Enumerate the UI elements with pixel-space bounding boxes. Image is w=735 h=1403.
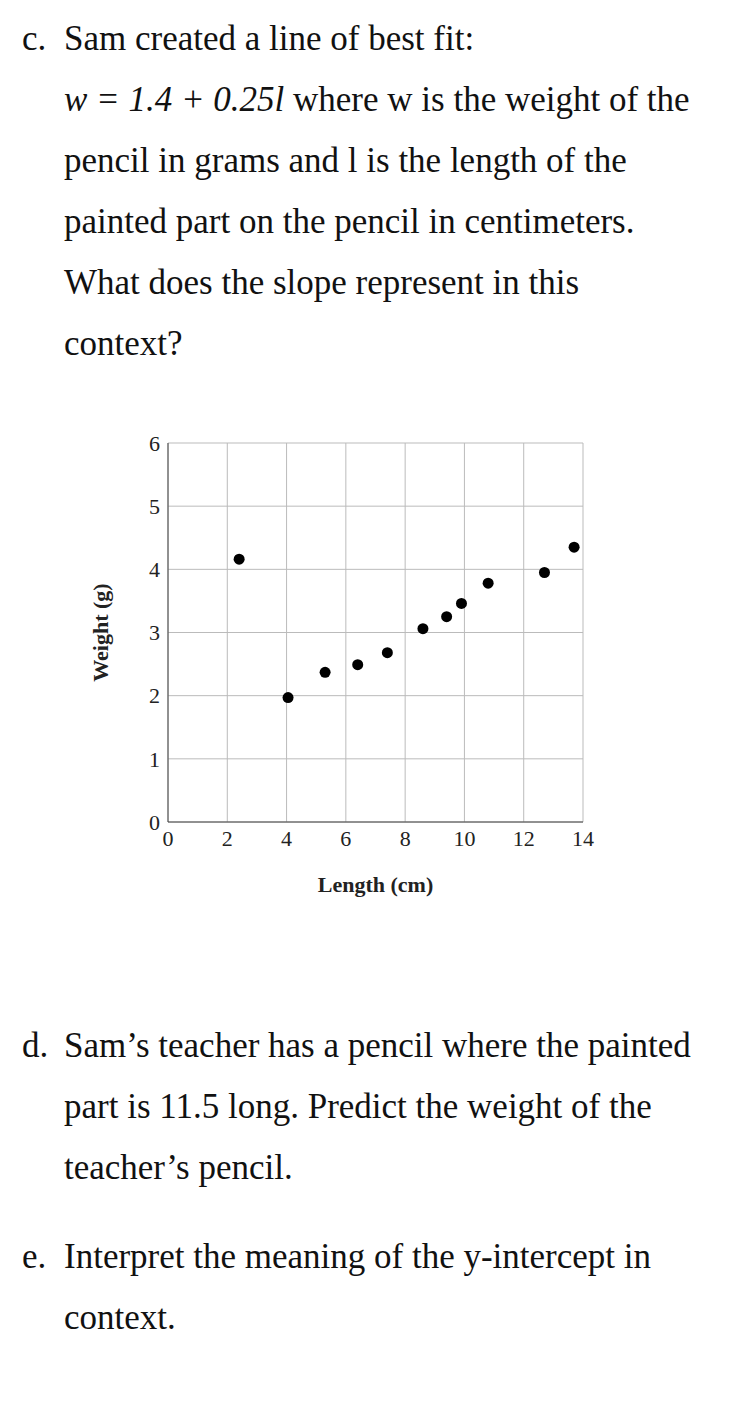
html-text:Sam created a line of best fit: Sam created a line of best fit:: [64, 19, 475, 58]
html-text:w = 1.4 + 0.25l where w is the: w = 1.4 + 0.25l where w is the weight of…: [64, 80, 690, 363]
svg-text:Length (cm): Length (cm): [318, 872, 433, 897]
html-text:d.: d.: [22, 1026, 49, 1065]
svg-text:8: 8: [400, 826, 411, 851]
svg-text:0: 0: [163, 826, 174, 851]
svg-text:2: 2: [222, 826, 233, 851]
svg-text:10: 10: [453, 826, 475, 851]
svg-text:4: 4: [149, 557, 160, 582]
html-text:Interpret the meaning of the y: Interpret the meaning of the y-intercept…: [64, 1237, 651, 1337]
svg-text:Weight (g): Weight (g): [88, 583, 113, 681]
html-text:Sam’s teacher has a pencil whe: Sam’s teacher has a pencil where the pai…: [64, 1026, 691, 1187]
html-text:e.: e.: [22, 1237, 47, 1276]
svg-text:0: 0: [149, 810, 160, 835]
svg-text:1: 1: [149, 747, 160, 772]
svg-text:14: 14: [572, 826, 594, 851]
svg-text:5: 5: [149, 494, 160, 519]
svg-text:2: 2: [149, 683, 160, 708]
svg-text:6: 6: [340, 826, 351, 851]
svg-text:12: 12: [513, 826, 535, 851]
svg-text:3: 3: [149, 620, 160, 645]
html-text:c.: c.: [22, 19, 47, 58]
svg-text:6: 6: [149, 431, 160, 456]
svg-text:4: 4: [281, 826, 292, 851]
